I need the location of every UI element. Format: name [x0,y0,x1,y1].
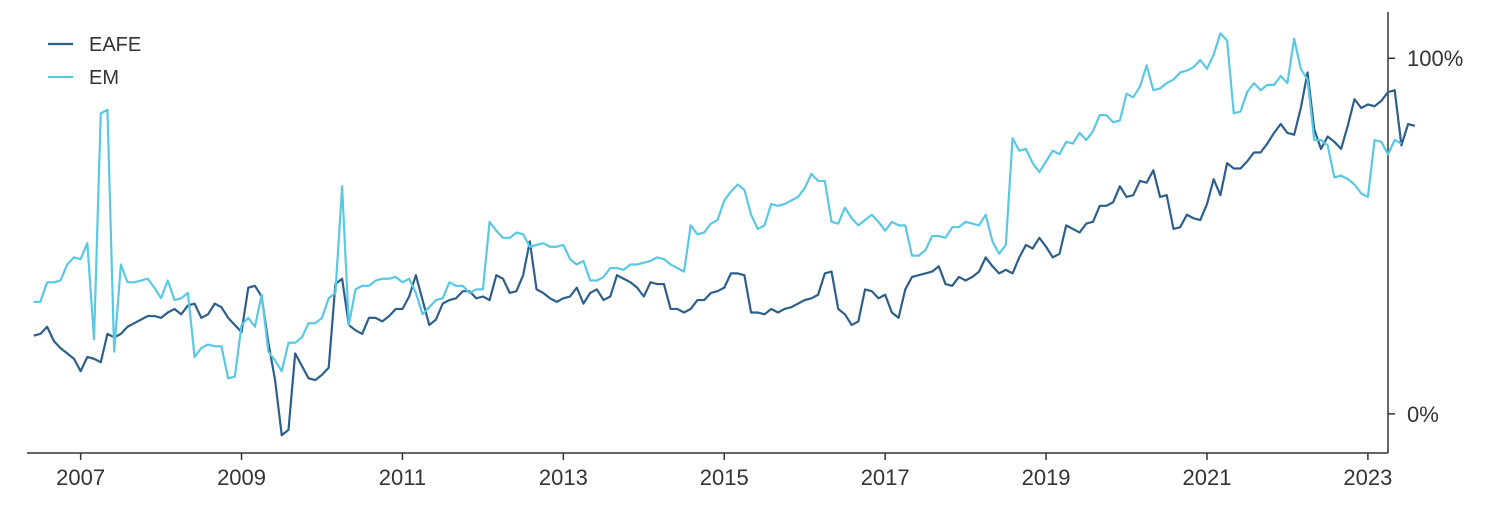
x-tick-label: 2019 [1022,465,1071,490]
x-tick-label: 2013 [539,465,588,490]
x-tick-label: 2015 [700,465,749,490]
legend: EAFE EM [48,34,141,89]
x-tick-label: 2007 [56,465,105,490]
series-layer [33,32,1416,437]
y-axis: 0% 100% [1387,12,1463,453]
x-tick-label: 2021 [1183,465,1232,490]
x-axis: 2007 2009 2011 2013 2015 2017 2019 2021 2023 [27,452,1392,490]
legend-label-eafe: EAFE [89,34,141,56]
x-tick-label: 2017 [861,465,910,490]
x-tick-label: 2009 [217,465,266,490]
series-line-em [33,32,1402,380]
x-tick-label: 2023 [1343,465,1392,490]
series-line-eafe [33,71,1416,437]
y-tick-label: 0% [1407,402,1439,427]
y-tick-label: 100% [1407,46,1463,71]
legend-label-em: EM [89,67,119,89]
x-tick-label: 2011 [379,465,426,490]
